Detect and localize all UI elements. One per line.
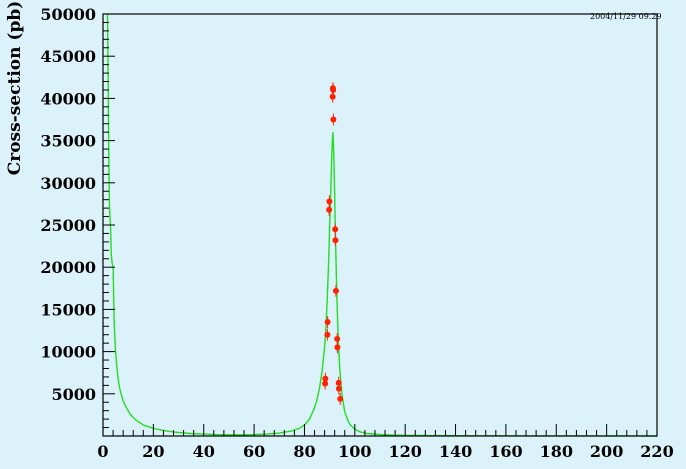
- date-stamp: 2004/11/29 09.29: [590, 12, 662, 21]
- y-tick-label: 5000: [51, 385, 96, 404]
- data-point: [322, 375, 329, 382]
- y-tick-label: 20000: [40, 258, 96, 277]
- data-point: [334, 335, 341, 342]
- x-tick-label: 220: [640, 442, 673, 461]
- data-point: [332, 226, 339, 233]
- x-tick-label: 40: [193, 442, 215, 461]
- x-tick-label: 0: [97, 442, 108, 461]
- data-point: [326, 206, 333, 213]
- y-tick-label: 25000: [40, 216, 96, 235]
- x-tick-label: 180: [540, 442, 573, 461]
- x-tick-label: 20: [142, 442, 164, 461]
- y-tick-label: 45000: [40, 47, 96, 66]
- data-point: [335, 385, 342, 392]
- x-tick-label: 100: [338, 442, 371, 461]
- data-point: [326, 198, 333, 205]
- data-point: [334, 344, 341, 351]
- x-tick-label: 200: [590, 442, 623, 461]
- y-tick-label: 40000: [40, 89, 96, 108]
- x-tick-label: 140: [439, 442, 472, 461]
- y-tick-label: 10000: [40, 343, 96, 362]
- data-point: [330, 86, 337, 93]
- data-point: [332, 287, 339, 294]
- y-tick-label: 35000: [40, 132, 96, 151]
- data-point: [330, 116, 337, 123]
- x-tick-label: 60: [243, 442, 265, 461]
- data-point: [324, 319, 331, 326]
- theory-curve: [106, 13, 658, 437]
- y-tick-label: 30000: [40, 174, 96, 193]
- data-point: [332, 237, 339, 244]
- y-axis-title: Cross-section (pb): [5, 1, 25, 176]
- x-tick-label: 160: [489, 442, 522, 461]
- data-point: [324, 331, 331, 338]
- data-point: [329, 93, 336, 100]
- x-tick-label: 80: [293, 442, 315, 461]
- y-tick-label: 15000: [40, 300, 96, 319]
- data-point: [337, 395, 344, 402]
- x-tick-label: 120: [388, 442, 421, 461]
- y-tick-label: 50000: [40, 5, 96, 24]
